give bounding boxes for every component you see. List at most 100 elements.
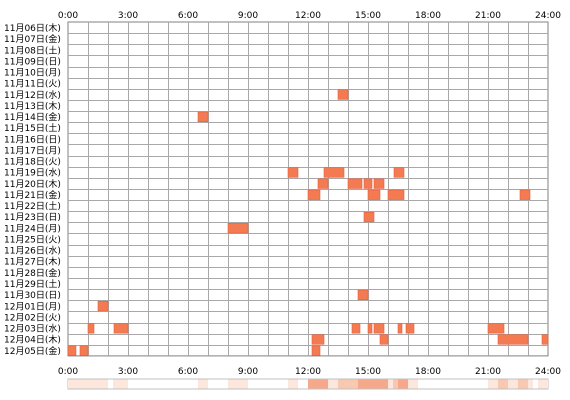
summary-cell: [98, 379, 103, 389]
row-label: 11月15日(土): [4, 122, 61, 134]
activity-block: [387, 189, 405, 200]
row-label: 11月14日(金): [4, 111, 61, 123]
activity-block: [337, 89, 349, 100]
summary-cell: [288, 379, 293, 389]
summary-cell: [318, 379, 323, 389]
activity-block: [541, 334, 549, 345]
row-label: 11月22日(土): [4, 200, 61, 212]
activity-block: [79, 345, 89, 356]
activity-block: [311, 345, 321, 356]
summary-cell: [228, 379, 233, 389]
x-axis-bottom: 0:00 3:00 6:00 9:00 12:00 15:00 18:00 21:00 24:0…: [58, 367, 561, 377]
summary-cell: [68, 379, 73, 389]
summary-cell: [403, 379, 408, 389]
summary-cell: [523, 379, 528, 389]
summary-cell: [528, 379, 533, 389]
summary-cell: [233, 379, 238, 389]
activity-block: [367, 323, 373, 334]
summary-cell: [498, 379, 503, 389]
activity-block: [363, 211, 375, 223]
summary-cell: [493, 379, 498, 389]
x-tick-label-top: 15:00: [355, 11, 381, 21]
activity-block: [67, 345, 77, 356]
activity-block: [323, 167, 345, 178]
row-label: 11月13日(木): [4, 100, 61, 112]
row-label: 12月04日(木): [4, 334, 61, 346]
activity-block: [197, 111, 209, 122]
row-label: 11月28日(金): [4, 267, 61, 279]
summary-cell: [333, 379, 338, 389]
activity-block: [405, 323, 415, 334]
summary-cell: [83, 379, 88, 389]
summary-cell: [363, 379, 368, 389]
summary-cell: [508, 379, 513, 389]
x-tick-label-top: 21:00: [475, 11, 501, 21]
activity-block: [379, 334, 389, 345]
x-tick-label-bottom: 3:00: [118, 367, 138, 377]
summary-cell: [328, 379, 333, 389]
summary-cell: [513, 379, 518, 389]
summary-cell: [348, 379, 353, 389]
summary-cell: [393, 379, 398, 389]
x-tick-label-top: 6:00: [178, 11, 198, 21]
row-label: 11月11日(火): [4, 79, 61, 90]
summary-cell: [373, 379, 378, 389]
activity-block: [397, 323, 403, 334]
summary-cell: [368, 379, 373, 389]
row-label: 11月10日(月): [4, 68, 61, 79]
summary-cell: [408, 379, 413, 389]
activity-block: [347, 178, 363, 189]
activity-block: [497, 334, 529, 345]
summary-cell: [388, 379, 393, 389]
summary-cell: [413, 379, 418, 389]
row-label: 11月07日(金): [4, 33, 61, 45]
row-label: 11月27日(木): [4, 256, 61, 268]
summary-strip: [67, 378, 549, 390]
activity-block: [227, 223, 249, 234]
summary-cell: [343, 379, 348, 389]
row-label: 11月24日(月): [4, 223, 61, 234]
summary-cell: [313, 379, 318, 389]
x-tick-label-bottom: 6:00: [178, 367, 198, 377]
activity-block: [351, 323, 361, 334]
summary-cell: [73, 379, 78, 389]
x-tick-label-top: 24:00: [535, 11, 561, 21]
summary-cell: [543, 379, 548, 389]
summary-cell: [383, 379, 388, 389]
row-label: 12月01日(月): [4, 301, 61, 312]
summary-cell: [103, 379, 108, 389]
x-axis-top: 0:00 3:00 6:00 9:00 12:00 15:00 18:00 21:00 24:0…: [58, 11, 561, 21]
summary-cell: [378, 379, 383, 389]
activity-block: [97, 300, 109, 312]
x-tick-label-top: 3:00: [118, 11, 138, 21]
summary-cell: [118, 379, 123, 389]
row-label: 11月08日(土): [4, 44, 61, 56]
summary-cell: [323, 379, 328, 389]
row-label: 12月05日(金): [4, 345, 61, 357]
summary-cell: [78, 379, 83, 389]
activity-block: [373, 178, 385, 189]
row-label: 11月12日(水): [4, 89, 61, 101]
summary-cell: [358, 379, 363, 389]
row-label: 11月16日(日): [4, 134, 61, 145]
row-labels: 11月06日(木)11月07日(金)11月08日(土)11月09日(日)11月1…: [4, 22, 61, 357]
row-label: 11月17日(月): [4, 145, 61, 156]
activity-block: [287, 167, 299, 178]
x-tick-label-bottom: 0:00: [58, 367, 78, 377]
row-label: 11月30日(日): [4, 290, 61, 301]
activity-block: [317, 178, 329, 189]
summary-cell: [113, 379, 118, 389]
x-tick-label-top: 0:00: [58, 11, 78, 21]
activity-block: [113, 323, 129, 334]
row-label: 11月26日(水): [4, 245, 61, 257]
activity-block: [519, 189, 531, 200]
summary-cell: [243, 379, 248, 389]
row-label: 11月23日(日): [4, 212, 61, 223]
activity-block: [311, 334, 325, 345]
activity-block: [487, 323, 505, 334]
x-tick-label-bottom: 24:00: [535, 367, 561, 377]
x-tick-label-bottom: 18:00: [415, 367, 441, 377]
x-tick-label-top: 9:00: [238, 11, 258, 21]
x-tick-label-bottom: 12:00: [295, 367, 321, 377]
row-label: 11月29日(土): [4, 278, 61, 290]
